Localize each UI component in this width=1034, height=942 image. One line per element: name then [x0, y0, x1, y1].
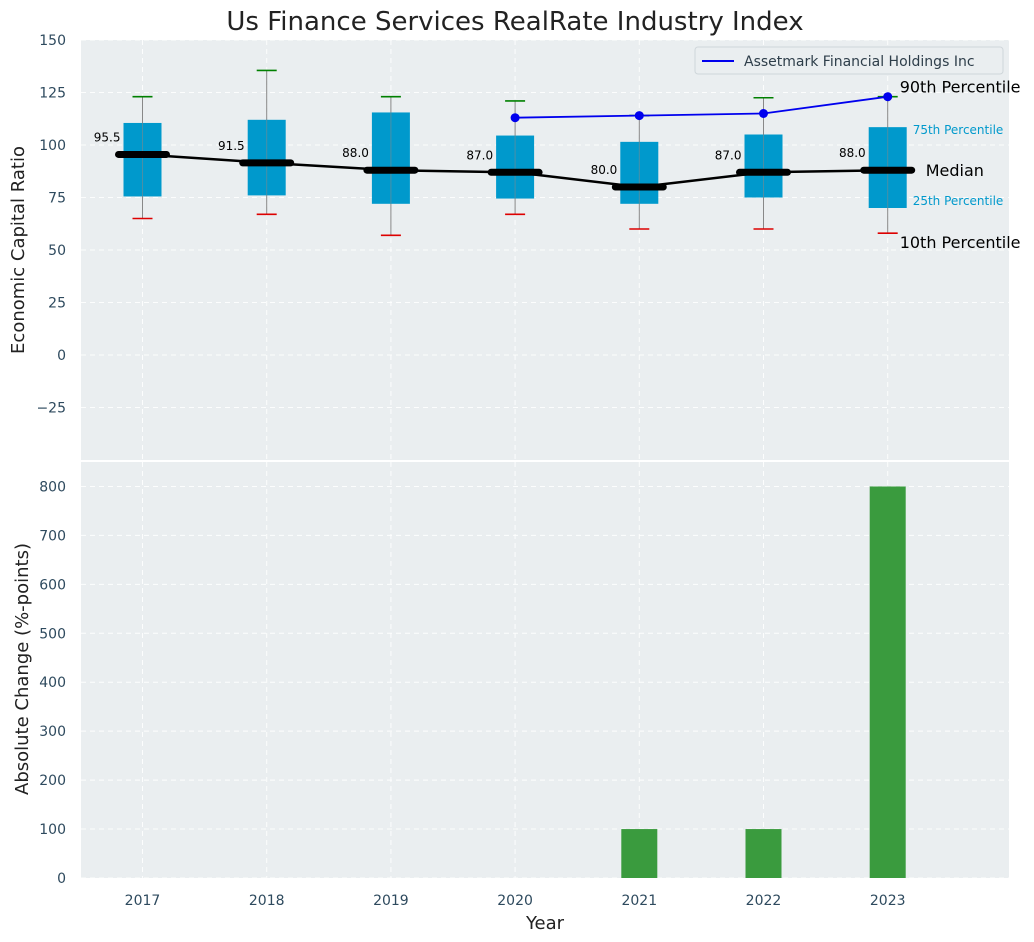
legend: Assetmark Financial Holdings Inc — [694, 46, 1004, 75]
company-point — [759, 109, 768, 118]
bottom-y-tick-label: 100 — [39, 822, 66, 838]
median-value-label: 87.0 — [466, 148, 493, 162]
bar — [621, 829, 658, 878]
x-ticks: 2017 2018 2019 2020 2021 2022 2023 — [125, 893, 906, 909]
top-y-tick-label: 0 — [57, 348, 66, 364]
median-value-label: 95.5 — [94, 130, 121, 144]
bars — [621, 486, 906, 878]
top-y-tick-label: 25 — [48, 296, 66, 312]
annotation-p90: 90th Percentile — [900, 78, 1021, 97]
x-axis-label: Year — [525, 913, 565, 934]
x-tick-label: 2020 — [497, 893, 533, 909]
top-y-tick-label: −25 — [36, 401, 66, 417]
x-tick-label: 2019 — [373, 893, 409, 909]
median-value-label: 91.5 — [218, 139, 245, 153]
legend-box — [694, 46, 1004, 75]
bottom-plot-area — [81, 462, 1009, 878]
top-y-tick-label: 150 — [39, 33, 66, 49]
bottom-y-tick-label: 700 — [39, 528, 66, 544]
top-y-ticks: −25 0 25 50 75 100 125 150 — [36, 33, 66, 417]
bottom-y-ticks: 0 100 200 300 400 500 600 700 800 — [39, 479, 66, 887]
annotation-median: Median — [926, 161, 984, 180]
x-tick-label: 2018 — [249, 893, 285, 909]
bottom-grid — [81, 462, 1009, 879]
bottom-y-tick-label: 400 — [39, 675, 66, 691]
top-y-tick-label: 50 — [48, 243, 66, 259]
median-value-label: 88.0 — [839, 146, 866, 160]
bottom-y-axis-label: Absolute Change (%-points) — [12, 543, 33, 795]
top-y-tick-label: 75 — [48, 191, 66, 207]
company-point — [883, 92, 893, 102]
x-tick-label: 2023 — [870, 893, 906, 909]
median-trend-line — [142, 153, 888, 189]
bar — [869, 486, 906, 878]
bottom-y-tick-label: 800 — [39, 479, 66, 495]
top-y-tick-label: 125 — [39, 86, 66, 102]
median-trend — [142, 153, 888, 189]
company-series — [510, 92, 893, 123]
bottom-y-tick-label: 200 — [39, 773, 66, 789]
company-line — [515, 95, 888, 119]
x-tick-label: 2017 — [125, 893, 161, 909]
bottom-y-tick-label: 300 — [39, 724, 66, 740]
percentile-annotations: 90th Percentile 75th Percentile Median 25th… — [900, 78, 1021, 253]
median-value-label: 80.0 — [591, 163, 618, 177]
annotation-p25: 25th Percentile — [913, 194, 1004, 208]
company-point — [634, 111, 644, 121]
bottom-y-tick-label: 600 — [39, 577, 66, 593]
median-value-label: 87.0 — [715, 148, 742, 162]
bottom-y-tick-label: 500 — [39, 626, 66, 642]
median-value-label: 88.0 — [342, 146, 369, 160]
top-grid — [81, 39, 1009, 460]
annotation-p10: 10th Percentile — [900, 233, 1021, 252]
company-point — [510, 113, 520, 123]
bar — [745, 829, 782, 878]
x-tick-label: 2022 — [746, 893, 782, 909]
legend-label: Assetmark Financial Holdings Inc — [744, 54, 975, 70]
top-y-axis-label: Economic Capital Ratio — [8, 146, 29, 354]
chart-title: Us Finance Services RealRate Industry In… — [226, 7, 803, 37]
top-y-tick-label: 100 — [39, 138, 66, 154]
x-tick-label: 2021 — [621, 893, 657, 909]
annotation-p75: 75th Percentile — [913, 123, 1004, 137]
bottom-y-tick-label: 0 — [57, 871, 66, 887]
